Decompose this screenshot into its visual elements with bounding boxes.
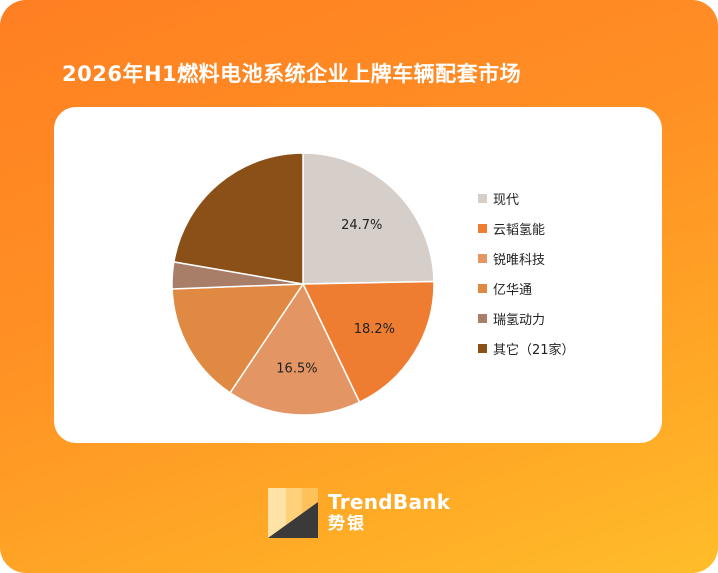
- brand-name-en: TrendBank: [328, 490, 451, 514]
- pie-data-label: 16.5%: [276, 362, 317, 377]
- legend-item: 锐唯科技: [478, 248, 575, 268]
- brand-footer: TrendBank 势银: [268, 488, 450, 538]
- pie-slice: [302, 152, 435, 285]
- legend-swatch: [478, 343, 487, 353]
- legend-item: 亿华通: [478, 278, 575, 298]
- pie-slice: [301, 280, 435, 404]
- legend-swatch: [478, 313, 487, 323]
- trendbank-logo-icon: [268, 488, 318, 538]
- legend-swatch: [478, 283, 487, 293]
- brand-name-cn: 势银: [328, 514, 366, 534]
- pie-slice: [229, 282, 361, 416]
- legend-label: 其它（21家）: [493, 342, 575, 358]
- legend: 现代云韬氢能锐唯科技亿华通瑞氢动力其它（21家）: [478, 188, 575, 368]
- pie-data-label: 18.2%: [354, 322, 395, 337]
- legend-swatch: [478, 193, 487, 203]
- legend-swatch: [478, 253, 487, 263]
- legend-label: 亿华通: [493, 282, 533, 298]
- chart-title: 2026年H1燃料电池系统企业上牌车辆配套市场: [62, 62, 522, 86]
- legend-label: 瑞氢动力: [493, 312, 546, 328]
- legend-label: 云韬氢能: [493, 222, 546, 238]
- legend-item: 瑞氢动力: [478, 308, 575, 328]
- pie-slice: [171, 283, 305, 394]
- legend-label: 锐唯科技: [493, 252, 546, 268]
- chart-card: 24.7% 18.2% 16.5% 现代云韬氢能锐唯科技亿华通瑞氢动力其它（21家）: [54, 107, 662, 443]
- pie-chart: 24.7% 18.2% 16.5%: [171, 152, 435, 416]
- legend-swatch: [478, 223, 487, 233]
- legend-label: 现代: [493, 192, 520, 208]
- legend-item: 现代: [478, 188, 575, 208]
- pie-slice: [173, 152, 304, 285]
- legend-item: 云韬氢能: [478, 218, 575, 238]
- legend-item: 其它（21家）: [478, 338, 575, 358]
- pie-data-label: 24.7%: [341, 218, 382, 233]
